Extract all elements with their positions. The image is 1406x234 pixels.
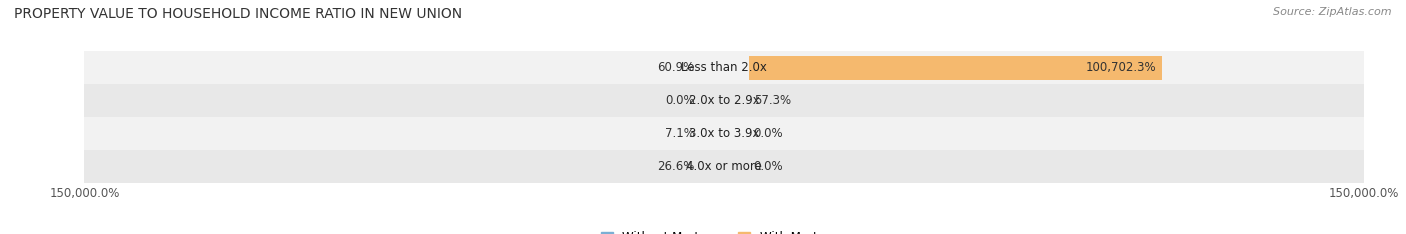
Text: 2.0x to 2.9x: 2.0x to 2.9x	[689, 94, 759, 107]
Bar	[749, 56, 1161, 80]
Text: 7.1%: 7.1%	[665, 127, 695, 140]
Text: 3.0x to 3.9x: 3.0x to 3.9x	[689, 127, 759, 140]
Text: 4.0x or more: 4.0x or more	[686, 160, 762, 173]
Bar	[84, 150, 1364, 183]
Text: PROPERTY VALUE TO HOUSEHOLD INCOME RATIO IN NEW UNION: PROPERTY VALUE TO HOUSEHOLD INCOME RATIO…	[14, 7, 463, 21]
Text: 0.0%: 0.0%	[754, 127, 783, 140]
Text: 26.6%: 26.6%	[657, 160, 695, 173]
Bar	[84, 84, 1364, 117]
Text: 100,702.3%: 100,702.3%	[1085, 61, 1157, 74]
Text: 0.0%: 0.0%	[665, 94, 695, 107]
Text: 0.0%: 0.0%	[754, 160, 783, 173]
Text: 57.3%: 57.3%	[754, 94, 792, 107]
Bar	[84, 117, 1364, 150]
Text: Less than 2.0x: Less than 2.0x	[681, 61, 768, 74]
Bar	[84, 51, 1364, 84]
Text: Source: ZipAtlas.com: Source: ZipAtlas.com	[1274, 7, 1392, 17]
Text: 60.9%: 60.9%	[657, 61, 695, 74]
Legend: Without Mortgage, With Mortgage: Without Mortgage, With Mortgage	[596, 226, 852, 234]
